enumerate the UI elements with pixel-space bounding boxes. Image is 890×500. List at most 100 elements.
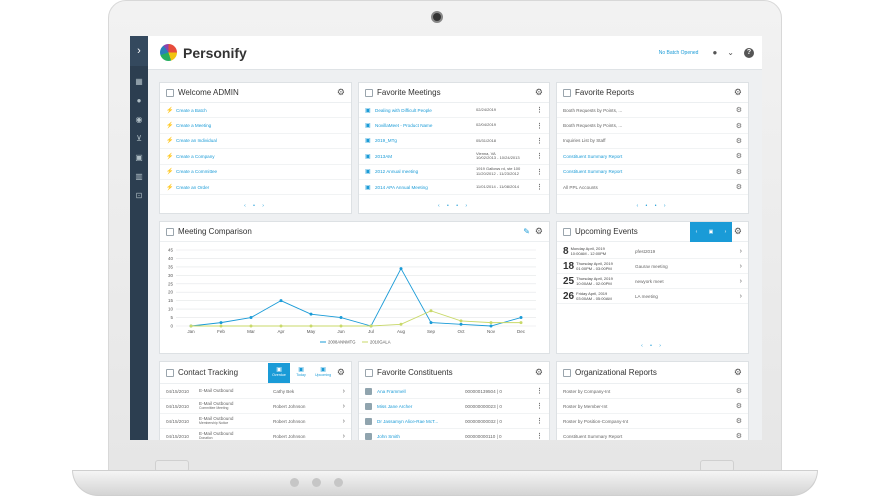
data-point[interactable]: [309, 312, 313, 316]
chevron-right-icon[interactable]: ›: [342, 402, 345, 410]
gear-icon[interactable]: ⚙: [735, 107, 742, 115]
tab-upcoming[interactable]: ▣ Upcoming: [312, 363, 334, 383]
pager[interactable]: ‹ • • ›: [636, 203, 669, 209]
tab-today[interactable]: ▣ Today: [290, 363, 312, 383]
contact-row[interactable]: 04/15/2010 E-Mail Outbound Membership Noti…: [160, 414, 351, 429]
data-point[interactable]: [519, 321, 523, 325]
quick-action-link[interactable]: Create an Individual: [176, 138, 217, 144]
data-point[interactable]: [519, 316, 523, 320]
gear-icon[interactable]: ⚙: [735, 184, 742, 192]
contact-name[interactable]: Robert Johnson: [273, 418, 306, 424]
meeting-name[interactable]: 2014 APA Annual Meeting: [375, 184, 428, 190]
event-row[interactable]: 25 Thursday April, 2019 10:00AM - 02:00PM n…: [557, 274, 748, 289]
meeting-row[interactable]: ▣ 2014 APA Annual Meeting 11/01/2014 - 11/…: [359, 180, 549, 196]
gear-icon[interactable]: ⚙: [336, 367, 345, 377]
report-name[interactable]: Constituent Summary Report: [563, 169, 623, 175]
report-row[interactable]: Booth Requests by Points, ... ⚙: [557, 103, 748, 119]
chevron-right-icon[interactable]: ›: [739, 292, 742, 300]
data-point[interactable]: [219, 321, 223, 325]
more-icon[interactable]: ⋮: [536, 184, 543, 192]
events-nav[interactable]: ‹ ▣ ›: [690, 222, 732, 242]
meeting-name[interactable]: Dealing with Difficult People: [375, 107, 432, 113]
constituent-row[interactable]: Miss Jane Archer 000000000023 | 0 ⋮: [359, 399, 549, 414]
constituent-row[interactable]: Ana Frammell 000000139504 | 0 ⋮: [359, 384, 549, 399]
event-name[interactable]: Gaurav meeting: [635, 263, 668, 269]
grid-icon[interactable]: ▦: [135, 77, 143, 86]
quick-action-link[interactable]: Create a Committee: [176, 169, 218, 175]
meeting-name[interactable]: NovillaMeet - Product Name: [375, 123, 433, 129]
pager[interactable]: ‹ • ›: [641, 343, 664, 349]
report-name[interactable]: Booth Requests by Points, ...: [563, 107, 623, 113]
chevron-down-icon[interactable]: ⌄: [727, 48, 734, 57]
data-point[interactable]: [369, 324, 373, 328]
org-report-name[interactable]: Roster by Position-Company-Int: [563, 418, 629, 424]
report-row[interactable]: Constituent Summary Report ⚙: [557, 165, 748, 180]
more-icon[interactable]: ⋮: [536, 403, 543, 410]
data-point[interactable]: [279, 324, 283, 328]
meeting-name[interactable]: 2019_MTg: [375, 138, 397, 144]
pager[interactable]: ‹ • • ›: [438, 203, 470, 209]
meeting-name[interactable]: 2013AM: [375, 153, 393, 159]
constituent-name[interactable]: Miss Jane Archer: [377, 403, 413, 409]
report-name[interactable]: Booth Requests by Points, ...: [563, 123, 623, 129]
data-point[interactable]: [249, 324, 253, 328]
gear-icon[interactable]: ⚙: [733, 226, 742, 236]
more-icon[interactable]: ⋮: [536, 418, 543, 425]
org-report-row[interactable]: Constituent Summary Report ⚙: [557, 429, 748, 440]
quick-action-link[interactable]: Create an Order: [176, 184, 210, 190]
meeting-row[interactable]: ▣ 2012 Annual meeting 1919 Gallows rd, ste…: [359, 165, 549, 180]
event-row[interactable]: 18 Thursday April, 2019 01:00PM - 03:00PM G…: [557, 259, 748, 274]
data-point[interactable]: [309, 324, 313, 328]
report-row[interactable]: All PPL Accounts ⚙: [557, 180, 748, 196]
constituent-row[interactable]: John Smith 000000000110 | 0 ⋮: [359, 429, 549, 440]
contact-row[interactable]: 04/15/2010 E-Mail Outbound Committee Meeti…: [160, 399, 351, 414]
data-point[interactable]: [249, 316, 253, 320]
data-point[interactable]: [459, 322, 463, 326]
list-item[interactable]: ⚡ Create a Committee: [160, 165, 351, 180]
edit-icon[interactable]: ✎: [523, 227, 530, 236]
org-report-name[interactable]: Roster by Company-Int: [563, 388, 611, 394]
data-point[interactable]: [279, 299, 283, 303]
export-icon[interactable]: ⊡: [135, 191, 143, 200]
chevron-right-icon[interactable]: ›: [739, 262, 742, 270]
tab-overdue[interactable]: ▣ Overdue: [268, 362, 291, 383]
data-point[interactable]: [339, 324, 343, 328]
more-icon[interactable]: ⋮: [536, 153, 543, 161]
org-report-row[interactable]: Roster by Position-Company-Int ⚙: [557, 414, 748, 429]
data-point[interactable]: [219, 324, 223, 328]
event-name[interactable]: pfest2019: [635, 248, 656, 254]
org-report-name[interactable]: Constituent Summary Report: [563, 433, 623, 439]
gear-icon[interactable]: ⚙: [735, 122, 742, 130]
gear-icon[interactable]: ⚙: [735, 168, 742, 176]
data-point[interactable]: [459, 319, 463, 323]
report-name[interactable]: All PPL Accounts: [563, 184, 598, 190]
cart-icon[interactable]: ⊻: [136, 134, 142, 143]
more-icon[interactable]: ⋮: [536, 122, 543, 130]
report-row[interactable]: Constituent Summary Report ⚙: [557, 149, 748, 165]
more-icon[interactable]: ⋮: [536, 137, 543, 145]
org-report-row[interactable]: Roster by Company-Int ⚙: [557, 384, 748, 399]
meeting-name[interactable]: 2012 Annual meeting: [375, 169, 419, 175]
data-point[interactable]: [399, 322, 403, 326]
data-point[interactable]: [489, 324, 493, 328]
help-icon[interactable]: ?: [744, 47, 754, 58]
list-item[interactable]: ⚡ Create an Individual: [160, 134, 351, 150]
constituent-row[interactable]: Dr Jassamyn Alice-Rae McT... 000000000032…: [359, 414, 549, 429]
quick-action-link[interactable]: Create a Batch: [176, 107, 207, 113]
user-icon[interactable]: ●: [712, 48, 718, 57]
chevron-right-icon[interactable]: ›: [130, 36, 148, 66]
data-point[interactable]: [189, 324, 193, 328]
data-point[interactable]: [489, 321, 493, 325]
chevron-left-icon[interactable]: ‹: [695, 229, 698, 235]
contact-row[interactable]: 04/15/2010 E-Mail Outbound Donation Robert …: [160, 429, 351, 440]
gear-icon[interactable]: ⚙: [735, 403, 742, 410]
chart-icon[interactable]: ▥: [135, 172, 143, 181]
batch-status-link[interactable]: No Batch Opened: [658, 49, 699, 56]
more-icon[interactable]: ⋮: [536, 433, 543, 440]
gear-icon[interactable]: ⚙: [735, 153, 742, 161]
pager[interactable]: ‹ • ›: [244, 203, 267, 209]
event-row[interactable]: 8 Monday April, 2019 10:00AM - 12:00PM pfes…: [557, 244, 748, 259]
gear-icon[interactable]: ⚙: [336, 87, 345, 97]
constituent-name[interactable]: Ana Frammell: [377, 388, 406, 394]
event-name[interactable]: newyork meet: [635, 278, 664, 284]
